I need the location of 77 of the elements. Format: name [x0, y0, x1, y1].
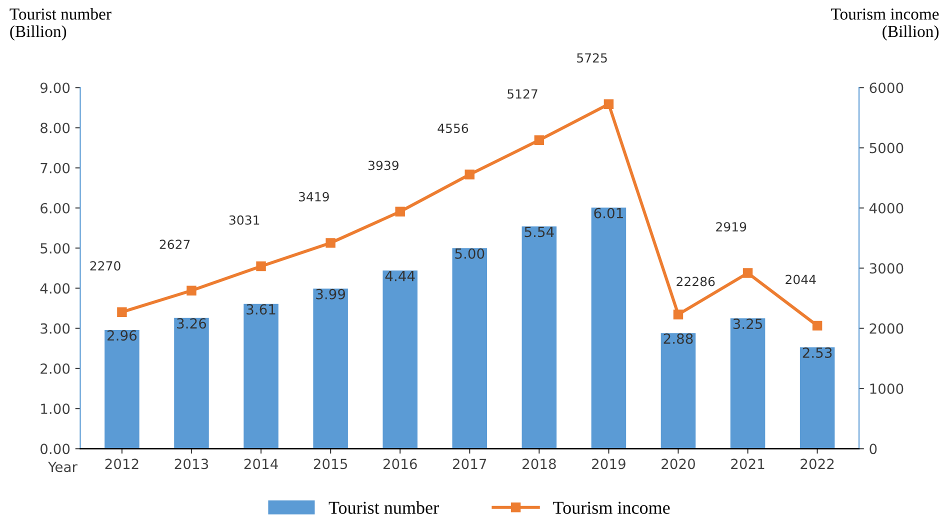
y-tick-label: 9.00 — [40, 82, 70, 94]
y-tick-label: 1.00 — [41, 404, 70, 414]
data-label: 3.61 — [246, 304, 276, 315]
y-tick-label: 4.00 — [40, 283, 70, 294]
data-label: 5725 — [577, 53, 607, 63]
data-label: 3031 — [229, 215, 260, 225]
bar — [382, 270, 418, 449]
data-label: 5.54 — [524, 226, 554, 238]
text: Year — [48, 462, 78, 472]
bar — [452, 248, 488, 449]
x-tick-label: 2013 — [174, 458, 208, 470]
x-tick-label: 2017 — [452, 458, 486, 470]
bar — [174, 318, 209, 449]
data-label: 3.26 — [177, 318, 206, 329]
point — [812, 320, 822, 331]
data-label: 4.44 — [385, 270, 415, 282]
y-tick-label: 8.00 — [40, 122, 70, 134]
data-label: 5.00 — [455, 248, 484, 259]
x-tick-label: 2012 — [105, 458, 138, 470]
bar — [104, 330, 140, 449]
bar — [591, 208, 626, 449]
y2-tick-label: 2000 — [870, 323, 904, 334]
y2-tick-label: 0 — [870, 444, 877, 454]
legend-label: Tourism income — [553, 502, 670, 514]
y-tick-label: 0.00 — [40, 444, 70, 454]
x-tick-label: 2014 — [244, 458, 278, 470]
bar — [313, 288, 348, 449]
y-axis-title: Tourist number (Billion) — [10, 8, 112, 41]
data-label: 4556 — [438, 124, 468, 134]
y-tick-label: 2.00 — [40, 363, 70, 374]
data-label: 2.88 — [664, 333, 693, 344]
data-label: 2627 — [160, 240, 190, 250]
data-label: 5127 — [508, 89, 538, 99]
point — [673, 310, 684, 320]
x-tick-label: 2021 — [731, 458, 764, 470]
bar — [244, 304, 278, 449]
data-label: 3939 — [368, 160, 398, 170]
y2-tick-label: 4000 — [869, 202, 904, 214]
legend-label: Tourist number — [328, 501, 439, 514]
point — [186, 286, 196, 296]
data-label: 2919 — [716, 222, 746, 232]
x-tick-label: 2018 — [522, 458, 556, 470]
x-tick-label: 2015 — [314, 458, 348, 470]
bar — [730, 318, 766, 449]
bar — [522, 226, 557, 449]
point — [742, 268, 753, 278]
y-tick-label: 7.00 — [40, 162, 70, 174]
data-label: 6.01 — [594, 208, 623, 218]
data-label: 3.25 — [733, 318, 762, 330]
data-label: 3419 — [298, 192, 329, 202]
y-tick-label: 3.00 — [40, 323, 70, 334]
annotation: 22286 — [676, 276, 715, 286]
data-label: 2.53 — [802, 347, 832, 358]
y2-tick-label: 5000 — [870, 142, 904, 154]
bar — [800, 347, 835, 449]
data-label: 2.96 — [108, 330, 137, 341]
bar — [660, 333, 696, 449]
x-tick-label: 2020 — [662, 458, 695, 470]
y-tick-label: 5.00 — [40, 243, 70, 254]
data-label: 2044 — [786, 274, 816, 284]
data-label: 2270 — [90, 261, 120, 271]
point — [395, 206, 405, 217]
x-tick-label: 2022 — [800, 458, 834, 470]
point — [256, 261, 266, 272]
point — [326, 238, 336, 248]
x-tick-label: 2016 — [383, 458, 417, 470]
point — [117, 307, 127, 317]
point — [534, 135, 544, 146]
point — [604, 99, 614, 110]
y2-axis-title: Tourism income (Billion) — [831, 8, 939, 41]
y2-tick-label: 6000 — [870, 82, 904, 94]
y2-tick-label: 1000 — [870, 383, 904, 394]
y-tick-label: 6.00 — [40, 202, 70, 214]
point — [464, 170, 474, 180]
y2-tick-label: 3000 — [870, 263, 904, 274]
data-label: 3.99 — [316, 288, 346, 300]
x-tick-label: 2019 — [592, 458, 626, 470]
